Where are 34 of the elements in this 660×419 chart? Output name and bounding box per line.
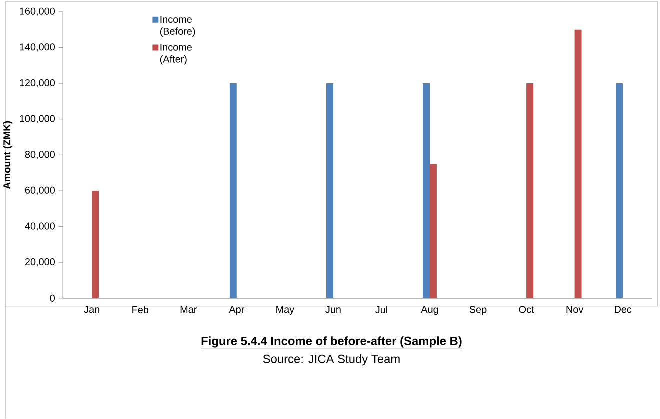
- y-axis-title: Amount (ZMK): [3, 121, 13, 190]
- y-tick-label: 60,000: [25, 186, 55, 196]
- legend-label: Income (Before): [160, 16, 196, 37]
- x-tick-label: Aug: [421, 306, 438, 316]
- x-tick-label: Nov: [566, 306, 584, 314]
- bar: [574, 30, 582, 298]
- x-tick-label: Apr: [229, 306, 244, 316]
- legend-label: Income (After): [160, 44, 192, 65]
- x-tick-label: Jun: [326, 306, 341, 314]
- x-tick-label: May: [276, 306, 295, 316]
- y-tick-label: 80,000: [25, 151, 55, 160]
- y-tick-label: 0: [50, 294, 55, 302]
- bar: [430, 164, 437, 298]
- bar: [526, 84, 534, 298]
- bar: [92, 190, 100, 298]
- x-tick-label: Oct: [519, 306, 534, 314]
- source-note: Source: JICA Study Team: [263, 354, 400, 366]
- y-tick-label: 40,000: [25, 222, 55, 231]
- x-tick-label: Jan: [84, 306, 100, 314]
- x-tick-label: Feb: [132, 306, 149, 314]
- bar: [423, 84, 430, 298]
- y-tick-label: 100,000: [20, 115, 55, 124]
- bar: [230, 84, 237, 298]
- y-tick-label: 120,000: [20, 79, 55, 88]
- y-tick-label: 20,000: [25, 258, 55, 267]
- text: Figure 5.4.4 Income of before-after (Sample B): [202, 336, 462, 348]
- bar: [616, 84, 624, 298]
- y-tick-label: 160,000: [20, 8, 55, 16]
- x-tick-label: Mar: [180, 306, 198, 314]
- bar: [326, 84, 334, 298]
- x-tick-label: Dec: [615, 306, 632, 314]
- x-tick-label: Jul: [376, 306, 388, 314]
- x-tick-label: Sep: [470, 306, 487, 316]
- y-tick-label: 140,000: [20, 44, 55, 52]
